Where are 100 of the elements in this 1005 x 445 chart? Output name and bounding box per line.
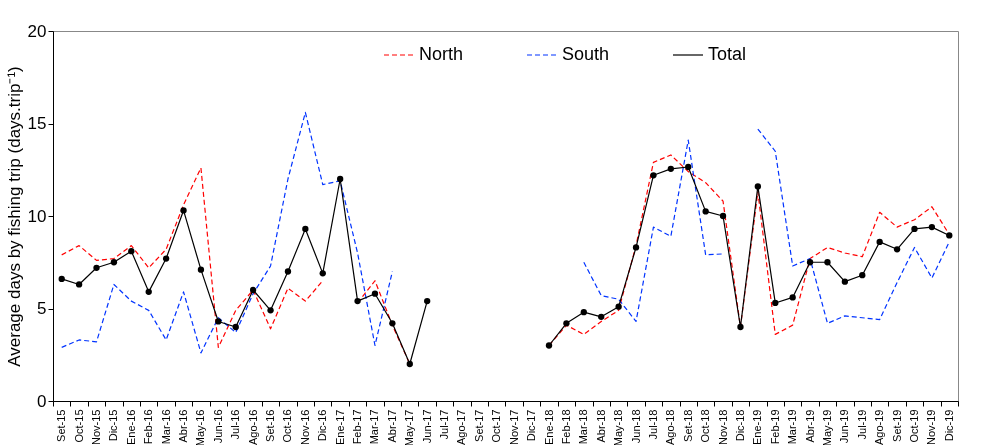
- x-tick-label: Nov-18: [716, 409, 729, 445]
- point: [267, 307, 274, 314]
- x-tick-label: Dic-16: [316, 409, 329, 442]
- point: [371, 290, 379, 297]
- y-tick-label: 0: [37, 391, 47, 411]
- point: [859, 272, 866, 279]
- x-tick-label: Jun-19: [838, 409, 851, 444]
- x-tick-label: Oct-16: [281, 409, 294, 443]
- point: [876, 238, 883, 246]
- legend-label: South: [562, 44, 610, 64]
- x-tick-label: Jul-16: [229, 409, 242, 440]
- point: [545, 342, 553, 349]
- x-tick-label: Jun-16: [211, 409, 224, 444]
- x-tick-label: Ago-18: [664, 409, 677, 445]
- x-tick-label: Abr-16: [177, 409, 190, 443]
- x-tick-label: Mar-16: [159, 409, 172, 445]
- point: [719, 212, 727, 220]
- legend-label: Total: [708, 44, 747, 64]
- x-tick-label: Ene-16: [124, 409, 137, 445]
- point: [580, 309, 587, 316]
- legend-label: North: [419, 44, 464, 64]
- x-tick-label: Dic-19: [942, 409, 955, 442]
- point: [110, 259, 118, 266]
- x-tick-label: Abr-19: [803, 409, 816, 443]
- x-tick-label: Ago-19: [873, 409, 886, 445]
- x-tick-label: Jul-17: [438, 409, 451, 440]
- x-tick-label: Set-16: [264, 409, 277, 442]
- x-tick-label: Ago-16: [246, 409, 259, 445]
- x-tick-label: Ene-18: [542, 409, 555, 445]
- x-tick-label: Feb-17: [351, 409, 364, 445]
- point: [911, 225, 918, 233]
- point: [667, 165, 674, 172]
- point: [893, 246, 901, 253]
- point: [337, 175, 344, 183]
- point: [928, 223, 936, 231]
- point: [162, 255, 170, 262]
- point: [249, 286, 257, 294]
- x-tick-label: May-16: [194, 409, 207, 445]
- x-tick-label: Ene-19: [751, 409, 764, 445]
- point: [302, 225, 309, 233]
- x-tick-label: Feb-19: [768, 409, 781, 445]
- x-tick-label: Set-19: [890, 409, 903, 442]
- x-tick-label: Dic-17: [525, 409, 538, 442]
- point: [772, 299, 779, 307]
- point: [702, 208, 709, 215]
- x-tick-label: Mar-17: [368, 409, 381, 445]
- point: [145, 288, 152, 296]
- point: [424, 297, 431, 305]
- y-tick-label: 20: [27, 21, 47, 41]
- point: [284, 268, 292, 275]
- point: [389, 320, 396, 327]
- point: [824, 259, 831, 266]
- point: [632, 244, 640, 251]
- x-tick-label: Oct-17: [490, 409, 503, 443]
- point: [737, 323, 744, 331]
- point: [841, 278, 849, 285]
- x-tick-label: Jun-18: [629, 409, 642, 444]
- x-tick-label: Mar-18: [577, 409, 590, 445]
- y-tick-label: 5: [37, 299, 47, 318]
- point: [180, 207, 187, 214]
- point: [197, 266, 205, 273]
- point: [93, 264, 100, 271]
- x-tick-label: Nov-15: [90, 409, 103, 445]
- x-tick-label: Nov-17: [507, 409, 520, 445]
- x-tick-label: Set-15: [55, 409, 68, 442]
- point: [354, 297, 361, 305]
- x-tick-label: Ene-17: [333, 409, 346, 445]
- point: [685, 163, 692, 171]
- point: [806, 259, 814, 266]
- x-tick-label: Nov-16: [298, 409, 311, 445]
- point: [563, 320, 570, 327]
- x-tick-label: Dic-18: [733, 409, 746, 442]
- x-tick-label: Set-18: [681, 409, 694, 442]
- x-tick-label: Jul-19: [855, 409, 868, 440]
- y-tick-label: 15: [27, 114, 47, 133]
- point: [598, 313, 605, 320]
- point: [406, 360, 413, 368]
- x-tick-label: Abr-17: [385, 409, 398, 443]
- x-tick-label: Feb-16: [142, 409, 155, 445]
- x-tick-label: Oct-15: [72, 409, 85, 443]
- x-tick-label: May-18: [612, 409, 625, 445]
- y-axis-title: Average days by fishing trip (days.trip⁻¹): [4, 66, 24, 367]
- x-tick-label: Set-17: [472, 409, 485, 442]
- point: [215, 318, 222, 325]
- y-tick-label: 10: [27, 206, 47, 226]
- x-tick-label: Oct-19: [907, 409, 920, 443]
- point: [75, 281, 83, 288]
- point: [946, 232, 953, 239]
- x-tick-label: Jul-18: [646, 409, 659, 440]
- point: [650, 172, 657, 179]
- point: [319, 270, 326, 277]
- point: [128, 247, 135, 255]
- x-tick-label: Jun-17: [420, 409, 433, 444]
- x-tick-label: Mar-19: [786, 409, 799, 445]
- point: [615, 303, 622, 310]
- point: [58, 275, 65, 283]
- x-tick-label: Feb-18: [559, 409, 572, 445]
- x-tick-label: Dic-15: [107, 409, 120, 442]
- x-tick-label: May-17: [403, 409, 416, 445]
- x-tick-label: May-19: [820, 409, 833, 445]
